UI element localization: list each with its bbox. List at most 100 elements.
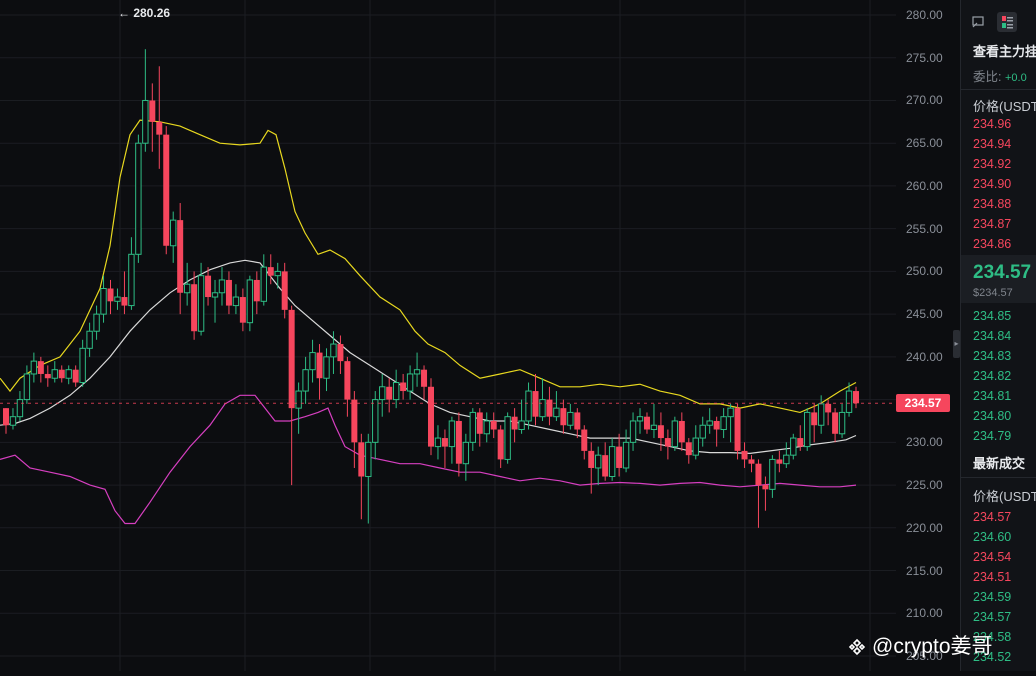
candle-body xyxy=(23,373,31,401)
bid-row[interactable]: 234.80 xyxy=(973,409,1012,423)
candle-body xyxy=(581,429,588,451)
candle-body xyxy=(720,416,727,431)
y-tick-label: 245.00 xyxy=(906,307,943,322)
trade-row[interactable]: 234.59 xyxy=(973,590,1012,604)
candle-body xyxy=(44,373,51,379)
price-axis: 280.00 275.00 270.00 265.00 260.00 255.00 250.… xyxy=(896,0,958,671)
bid-row[interactable]: 234.83 xyxy=(973,349,1012,363)
candle-body xyxy=(114,296,121,302)
candle-body xyxy=(267,267,274,276)
trade-row[interactable]: 234.58 xyxy=(973,630,1012,644)
candle-body xyxy=(616,446,623,468)
candle-body xyxy=(400,382,407,392)
candle-body xyxy=(671,420,679,448)
candle-body xyxy=(309,352,316,371)
trades-column-header: 价格(USDT xyxy=(973,489,1036,504)
candle-body xyxy=(205,275,212,298)
candle-body xyxy=(246,279,254,324)
orderbook-mode-icon[interactable] xyxy=(969,12,989,32)
ask-row[interactable]: 234.96 xyxy=(973,117,1012,131)
ask-row[interactable]: 234.87 xyxy=(973,217,1012,231)
bid-row[interactable]: 234.81 xyxy=(973,389,1012,403)
candle-body xyxy=(643,416,650,430)
candle-body xyxy=(79,347,86,384)
y-tick-label: 215.00 xyxy=(906,563,943,578)
y-tick-label: 260.00 xyxy=(906,178,943,193)
candle-body xyxy=(804,411,811,448)
candle-body xyxy=(232,296,240,307)
candle-body xyxy=(518,420,525,431)
candle-body xyxy=(358,442,365,477)
candle-body xyxy=(121,297,128,306)
trade-row[interactable]: 234.57 xyxy=(973,510,1012,524)
candle-body xyxy=(288,309,295,409)
bid-row[interactable]: 234.85 xyxy=(973,309,1012,323)
panel-title[interactable]: 查看主力挂 xyxy=(973,44,1036,59)
y-tick-label: 275.00 xyxy=(906,50,943,65)
candle-body xyxy=(497,429,504,460)
ask-row[interactable]: 234.94 xyxy=(973,137,1012,151)
candle-body xyxy=(539,399,546,418)
orderbook-panel: 查看主力挂 委比: +0.0 价格(USDT 234.57 $234.57 最新… xyxy=(960,0,1036,671)
bid-row[interactable]: 234.84 xyxy=(973,329,1012,343)
candle-body xyxy=(260,266,267,302)
orderbook-both-icon[interactable] xyxy=(997,12,1017,32)
candle-body xyxy=(211,292,219,298)
last-price-tag: 234.57 xyxy=(896,394,950,413)
candle-body xyxy=(838,411,846,435)
ask-row[interactable]: 234.88 xyxy=(973,197,1012,211)
candle-body xyxy=(713,420,720,430)
candle-body xyxy=(525,390,532,422)
candle-body xyxy=(344,361,351,400)
y-tick-label: 225.00 xyxy=(906,478,943,493)
last-price-box xyxy=(961,255,1036,303)
candle-body xyxy=(16,399,24,418)
candle-body xyxy=(128,253,135,307)
candle-body xyxy=(100,287,107,315)
ask-row[interactable]: 234.92 xyxy=(973,157,1012,171)
candle-body xyxy=(727,407,734,418)
candle-body xyxy=(692,437,699,456)
candle-body xyxy=(379,386,386,401)
candle-body xyxy=(469,411,477,443)
candle-body xyxy=(811,412,818,426)
ask-row[interactable]: 234.90 xyxy=(973,177,1012,191)
candle-body xyxy=(595,454,602,469)
candle-body xyxy=(323,356,330,379)
trade-row[interactable]: 234.52 xyxy=(973,650,1012,664)
candle-body xyxy=(762,485,769,490)
candle-body xyxy=(817,403,825,426)
price-chart[interactable]: ← 280.26 xyxy=(0,0,896,671)
candle-body xyxy=(3,408,9,426)
candle-body xyxy=(30,360,38,375)
candle-body xyxy=(218,279,226,294)
bid-row[interactable]: 234.79 xyxy=(973,429,1012,443)
candle-body xyxy=(608,446,616,478)
upper-band-line xyxy=(0,119,857,414)
candle-body xyxy=(845,390,853,413)
candle-body xyxy=(421,369,428,387)
trade-row[interactable]: 234.51 xyxy=(973,570,1012,584)
candle-body xyxy=(546,399,553,417)
bid-row[interactable]: 234.82 xyxy=(973,369,1012,383)
candle-body xyxy=(483,420,490,435)
ask-row[interactable]: 234.86 xyxy=(973,237,1012,251)
trade-row[interactable]: 234.60 xyxy=(973,530,1012,544)
panel-collapse-handle[interactable]: ▸ xyxy=(953,330,960,358)
candle-body xyxy=(406,373,414,392)
trade-row[interactable]: 234.57 xyxy=(973,610,1012,624)
trade-row[interactable]: 234.54 xyxy=(973,550,1012,564)
candle-body xyxy=(372,399,379,443)
candle-body xyxy=(225,279,232,306)
candle-body xyxy=(769,458,776,490)
candle-body xyxy=(567,411,574,426)
y-tick-label: 220.00 xyxy=(906,520,943,535)
candle-body xyxy=(588,450,595,468)
candle-body xyxy=(853,391,859,404)
recent-trades-title[interactable]: 最新成交 xyxy=(973,456,1026,471)
candle-body xyxy=(93,313,100,332)
candle-body xyxy=(191,284,198,332)
candle-body xyxy=(9,416,17,426)
candle-body xyxy=(797,438,804,447)
candle-body xyxy=(734,408,741,451)
